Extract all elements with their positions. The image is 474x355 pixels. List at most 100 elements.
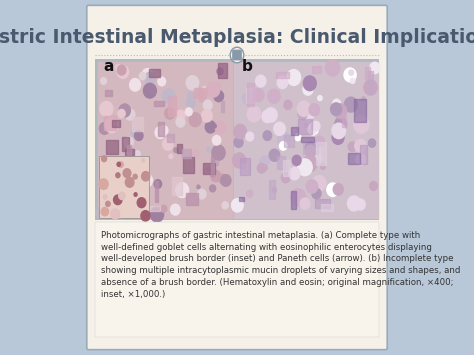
Bar	[98, 62, 232, 218]
Bar	[194, 88, 206, 98]
Circle shape	[243, 93, 253, 104]
Circle shape	[100, 78, 107, 84]
Circle shape	[203, 100, 212, 110]
Circle shape	[253, 89, 264, 102]
Circle shape	[135, 151, 140, 157]
Circle shape	[109, 185, 112, 189]
Bar	[283, 160, 291, 176]
Bar	[211, 160, 218, 165]
Circle shape	[187, 92, 194, 100]
Circle shape	[171, 204, 180, 215]
Circle shape	[306, 180, 318, 193]
Bar	[210, 156, 214, 176]
Circle shape	[154, 180, 162, 188]
Circle shape	[114, 169, 120, 177]
Circle shape	[198, 189, 206, 199]
Circle shape	[308, 107, 311, 111]
Circle shape	[205, 121, 216, 133]
Circle shape	[141, 211, 150, 221]
Circle shape	[264, 108, 277, 122]
Bar	[199, 88, 203, 101]
Circle shape	[215, 121, 226, 133]
Circle shape	[144, 83, 156, 98]
Circle shape	[231, 199, 243, 212]
Circle shape	[120, 202, 128, 210]
Circle shape	[326, 60, 340, 76]
Circle shape	[312, 189, 321, 199]
Circle shape	[134, 162, 145, 174]
Circle shape	[303, 155, 317, 171]
Bar	[186, 193, 198, 205]
Bar	[342, 115, 346, 127]
Bar	[105, 91, 112, 96]
Bar	[99, 156, 149, 218]
Circle shape	[280, 142, 287, 150]
Circle shape	[230, 47, 244, 63]
Circle shape	[207, 82, 220, 97]
Circle shape	[347, 196, 361, 211]
Circle shape	[163, 138, 173, 150]
Bar	[292, 191, 296, 209]
Circle shape	[186, 98, 195, 108]
Bar	[176, 143, 182, 153]
Circle shape	[281, 173, 290, 183]
Circle shape	[364, 80, 377, 95]
Circle shape	[104, 186, 107, 189]
Circle shape	[269, 149, 280, 161]
Bar	[315, 200, 329, 208]
Bar	[94, 222, 380, 337]
Bar	[239, 197, 245, 201]
Circle shape	[165, 108, 175, 119]
Circle shape	[222, 202, 228, 209]
Bar	[246, 88, 255, 103]
Circle shape	[125, 178, 134, 187]
Circle shape	[332, 131, 344, 144]
Circle shape	[308, 123, 318, 135]
Circle shape	[291, 189, 306, 206]
Circle shape	[344, 68, 356, 82]
Circle shape	[99, 122, 109, 134]
Circle shape	[101, 207, 109, 216]
Circle shape	[263, 165, 267, 170]
Circle shape	[106, 201, 110, 206]
Circle shape	[310, 127, 316, 135]
Circle shape	[298, 159, 312, 176]
Bar	[182, 157, 194, 173]
Circle shape	[118, 162, 123, 167]
Circle shape	[158, 77, 165, 86]
Circle shape	[103, 195, 107, 199]
Circle shape	[117, 162, 120, 166]
Bar	[122, 137, 129, 151]
Bar	[125, 149, 135, 154]
Circle shape	[151, 207, 164, 222]
Circle shape	[292, 155, 301, 165]
Circle shape	[118, 209, 126, 219]
Circle shape	[356, 154, 366, 165]
Circle shape	[127, 204, 137, 217]
Circle shape	[351, 100, 355, 104]
Circle shape	[344, 97, 357, 112]
FancyBboxPatch shape	[87, 5, 387, 350]
Circle shape	[262, 110, 273, 122]
Circle shape	[303, 84, 313, 95]
Circle shape	[240, 164, 245, 169]
Circle shape	[101, 156, 107, 162]
Circle shape	[221, 175, 231, 186]
Circle shape	[318, 95, 322, 101]
Bar	[354, 99, 365, 122]
Circle shape	[176, 183, 189, 198]
Circle shape	[142, 171, 150, 181]
Bar	[301, 137, 314, 142]
Circle shape	[126, 109, 135, 120]
Circle shape	[333, 184, 343, 195]
Circle shape	[193, 150, 199, 156]
Text: b: b	[242, 59, 253, 74]
Circle shape	[303, 76, 316, 91]
Circle shape	[302, 105, 315, 120]
Circle shape	[306, 145, 316, 157]
Circle shape	[300, 198, 310, 209]
Circle shape	[313, 153, 322, 163]
Circle shape	[335, 117, 346, 131]
Circle shape	[260, 156, 269, 166]
Circle shape	[212, 145, 225, 160]
